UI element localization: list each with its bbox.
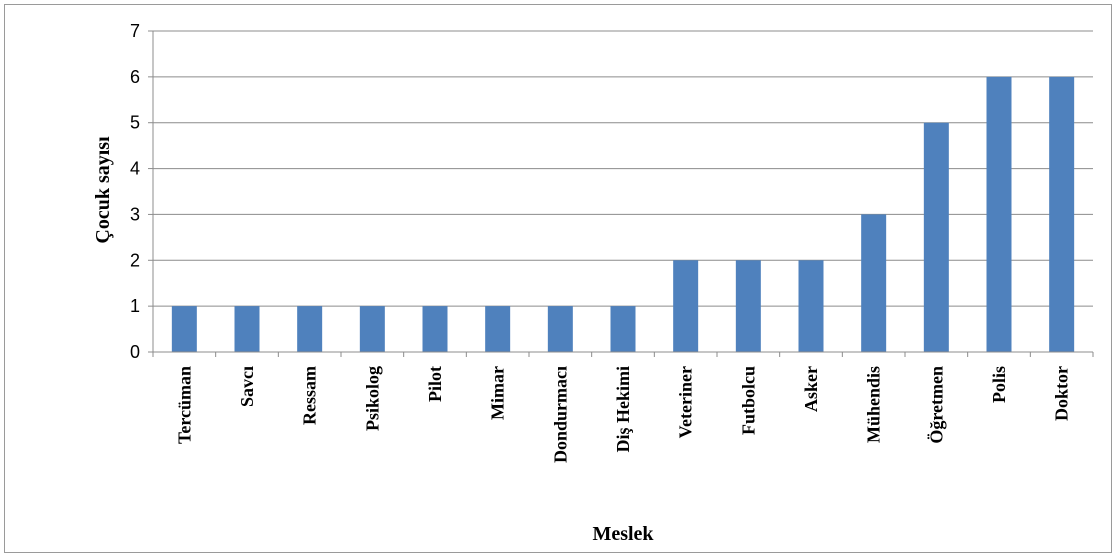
x-tick-label: Öğretmen	[926, 366, 946, 444]
y-tick-label: 7	[130, 21, 140, 41]
bar	[798, 260, 824, 352]
x-tick-label: Mimar	[488, 366, 508, 420]
y-tick-label: 2	[130, 250, 140, 270]
x-tick-label: Veteriner	[676, 366, 696, 438]
bar	[359, 306, 385, 352]
x-tick-label: Tercüman	[174, 366, 194, 444]
x-tick-label: Psikolog	[362, 366, 382, 431]
y-tick-label: 4	[130, 159, 140, 179]
x-tick-labels: Tercüman Savcı Ressam Psikolog Pilot Mimar Don…	[174, 366, 1071, 463]
x-tick-label: Mühendis	[864, 366, 884, 443]
y-tick-label: 6	[130, 67, 140, 87]
x-tick-label: Asker	[801, 366, 821, 412]
x-axis-title: Meslek	[592, 523, 654, 545]
gridlines	[153, 30, 1093, 307]
bar	[923, 122, 949, 352]
x-tick-label: Doktor	[1052, 366, 1072, 421]
bar	[861, 214, 887, 352]
bar	[986, 76, 1012, 352]
bar	[171, 306, 197, 352]
axes	[148, 30, 1094, 357]
bar	[673, 260, 699, 352]
bar	[297, 306, 323, 352]
y-tick-label: 3	[130, 204, 140, 224]
y-axis-title: Çocuk sayısı	[92, 136, 114, 244]
x-tick-label: Dondurmacı	[550, 366, 570, 463]
y-tick-labels: 0 1 2 3 4 5 6 7	[130, 21, 140, 362]
y-tick-label: 0	[130, 342, 140, 362]
y-tick-label: 1	[130, 296, 140, 316]
y-tick-label: 5	[130, 113, 140, 133]
x-tick-label: Ressam	[300, 366, 320, 425]
bar	[485, 306, 511, 352]
bar	[610, 306, 636, 352]
x-tick-label: Futbolcu	[738, 366, 758, 435]
x-tick-label: Diş Hekimi	[613, 366, 633, 453]
bar	[422, 306, 448, 352]
bar	[1049, 76, 1075, 352]
x-tick-label: Savcı	[237, 366, 257, 407]
bars	[171, 76, 1075, 352]
bar	[234, 306, 260, 352]
bar	[735, 260, 761, 352]
x-tick-label: Polis	[989, 366, 1009, 403]
bar	[547, 306, 573, 352]
x-tick-label: Pilot	[425, 366, 445, 402]
